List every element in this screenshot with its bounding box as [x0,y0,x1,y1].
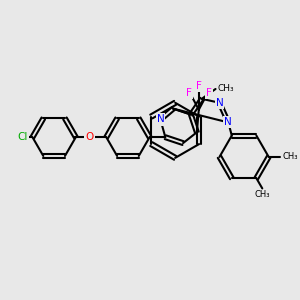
Text: F: F [196,81,202,91]
Text: F: F [206,88,211,98]
Text: N: N [224,117,232,128]
Text: CH₃: CH₃ [218,85,234,94]
Text: CH₃: CH₃ [283,152,298,161]
Text: F: F [186,88,192,98]
Text: O: O [85,132,94,142]
Text: N: N [216,98,224,108]
Text: N: N [157,115,164,124]
Text: Cl: Cl [17,132,28,142]
Text: CH₃: CH₃ [254,190,270,200]
